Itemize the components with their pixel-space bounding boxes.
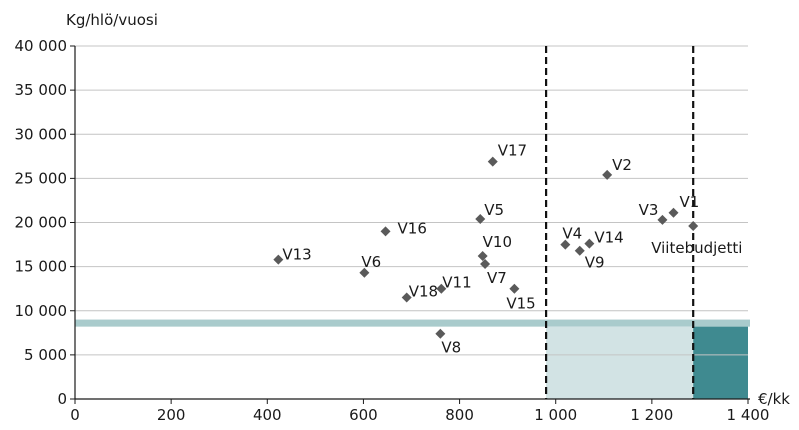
- y-tick-label: 10 000: [15, 302, 68, 320]
- shaded-region-2: [693, 326, 748, 399]
- point-label: V8: [441, 339, 461, 357]
- point-v5: [475, 213, 486, 224]
- y-tick-label: 35 000: [15, 81, 68, 99]
- y-tick-label: 20 000: [15, 214, 68, 232]
- point-v16: [380, 226, 391, 237]
- point-label: V18: [409, 283, 438, 301]
- y-axis-title: Kg/hlö/vuosi: [66, 11, 158, 29]
- point-label: V3: [639, 201, 659, 219]
- x-tick-label: 600: [349, 406, 378, 424]
- point-label: V13: [282, 246, 311, 264]
- shaded-region-1: [546, 326, 694, 399]
- y-tick-label: 15 000: [15, 258, 68, 276]
- point-label: V17: [498, 142, 527, 160]
- point-v13: [273, 254, 284, 265]
- point-v6: [359, 267, 370, 278]
- point-label: V1: [679, 193, 699, 211]
- point-v17: [487, 156, 498, 167]
- grid-lines: [70, 45, 748, 400]
- y-tick-label: 0: [57, 390, 67, 408]
- point-label: V16: [398, 219, 427, 237]
- point-label: V11: [442, 274, 471, 292]
- point-label: V9: [585, 254, 605, 272]
- point-v3: [657, 214, 668, 225]
- background-bands: [75, 319, 750, 399]
- point-v10: [477, 251, 488, 262]
- point-v1: [668, 207, 679, 218]
- x-tick-label: 1 200: [630, 406, 673, 424]
- point-v8: [435, 328, 446, 339]
- point-labels: V1 V2 V3 V4 V5 V6 V7 V8 V9 V10 V11 V13 V14 V15 V16 V17 V…: [282, 142, 742, 357]
- y-tick-labels: 0 5 000 10 000 15 000 20 000 25 000 30 000 35 0…: [15, 37, 68, 408]
- point-v14: [584, 238, 595, 249]
- point-v18: [401, 292, 412, 303]
- point-label: Viitebudjetti: [651, 239, 742, 257]
- y-tick-label: 5 000: [24, 346, 67, 364]
- point-viitebudjetti: [688, 221, 699, 232]
- x-tick-label: 0: [70, 406, 80, 424]
- point-v2: [602, 169, 613, 180]
- point-v11: [436, 283, 447, 294]
- data-points: [273, 156, 699, 339]
- x-tick-label: 1 400: [727, 406, 770, 424]
- point-label: V2: [612, 156, 632, 174]
- y-tick-label: 25 000: [15, 169, 68, 187]
- y-tick-label: 40 000: [15, 37, 68, 55]
- point-v15: [509, 283, 520, 294]
- x-tick-label: 400: [253, 406, 282, 424]
- point-label: V15: [506, 295, 535, 313]
- point-label: V14: [594, 229, 623, 247]
- point-label: V6: [361, 253, 381, 271]
- horizontal-band: [75, 319, 750, 327]
- axes: [74, 46, 750, 400]
- point-v9: [574, 245, 585, 256]
- point-v7: [480, 258, 491, 269]
- x-axis-title: €/kk: [758, 390, 790, 408]
- point-label: V4: [562, 225, 582, 243]
- y-tick-label: 30 000: [15, 125, 68, 143]
- point-label: V5: [484, 201, 504, 219]
- x-tick-label: 800: [445, 406, 474, 424]
- point-label: V10: [483, 233, 512, 251]
- point-v4: [560, 239, 571, 250]
- x-tick-label: 1 000: [534, 406, 577, 424]
- x-tick-labels: 0 200 400 600 800 1 000 1 200 1 400: [70, 399, 769, 424]
- point-label: V7: [487, 269, 507, 287]
- x-tick-label: 200: [157, 406, 186, 424]
